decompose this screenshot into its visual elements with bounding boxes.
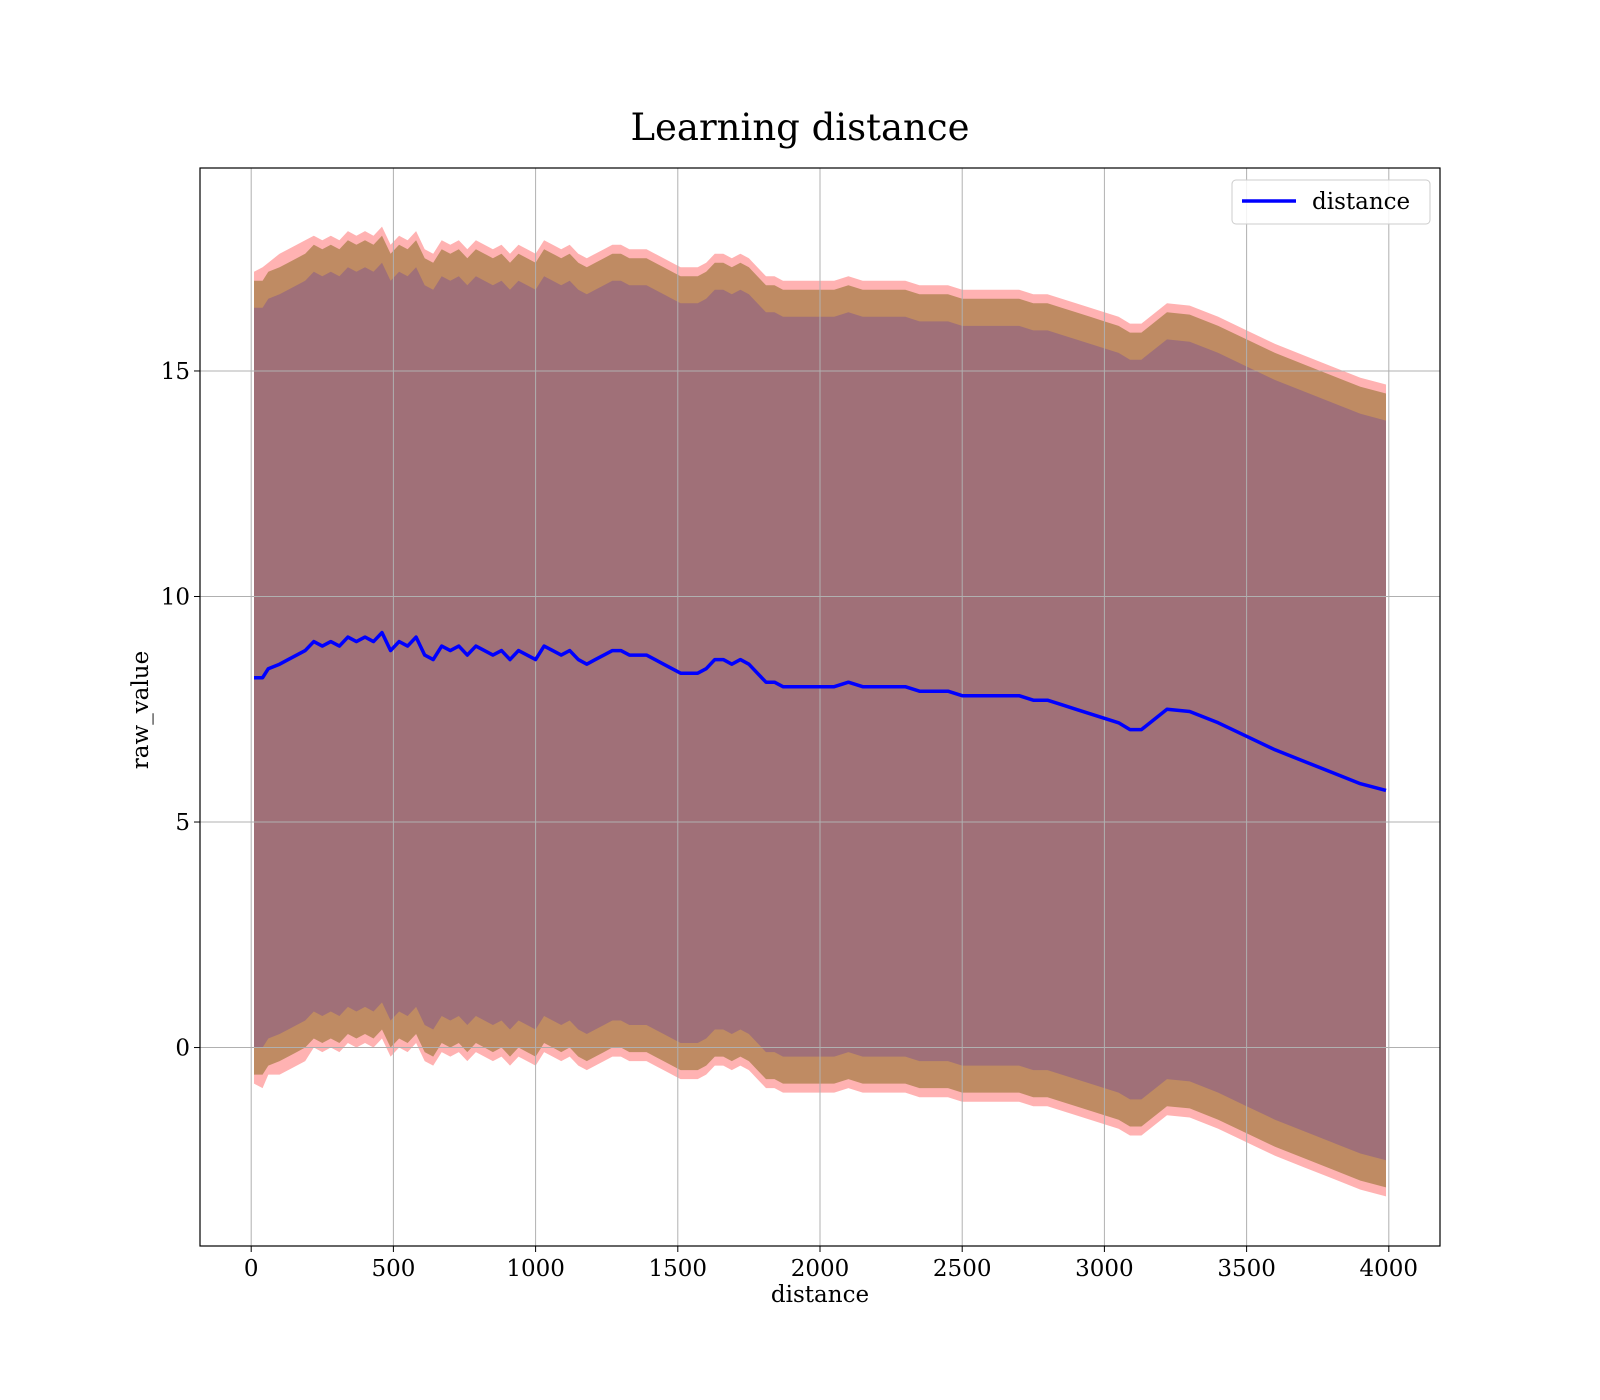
series-line-distance <box>254 630 1387 793</box>
x-tick-label: 2500 <box>933 1256 992 1282</box>
plot-area <box>199 167 1441 1247</box>
grid-lines <box>200 168 1440 1246</box>
y-axis-ticks: 0 5 10 15 <box>161 359 200 1062</box>
y-tick-label: 0 <box>175 1036 190 1062</box>
series-lines <box>254 630 1387 793</box>
x-tick-label: 500 <box>371 1256 415 1282</box>
x-axis-ticks: 0 500 1000 1500 2000 2500 3000 3500 4000 <box>244 1246 1418 1282</box>
x-tick-label: 0 <box>244 1256 259 1282</box>
y-tick-label: 10 <box>161 584 190 610</box>
y-tick-label: 15 <box>161 359 190 385</box>
x-tick-label: 4000 <box>1360 1256 1419 1282</box>
x-tick-label: 3500 <box>1217 1256 1276 1282</box>
legend-entry-distance: distance <box>1312 189 1410 215</box>
x-tick-label: 1500 <box>649 1256 708 1282</box>
legend: distance <box>1231 179 1431 225</box>
x-tick-label: 1000 <box>506 1256 565 1282</box>
x-tick-label: 2000 <box>791 1256 850 1282</box>
chart-title: Learning distance <box>630 106 969 149</box>
y-axis-label: raw_value <box>128 651 154 769</box>
legend-box <box>1231 179 1431 225</box>
x-axis-label: distance <box>771 1282 869 1308</box>
y-tick-label: 5 <box>175 810 190 836</box>
x-tick-label: 3000 <box>1075 1256 1134 1282</box>
